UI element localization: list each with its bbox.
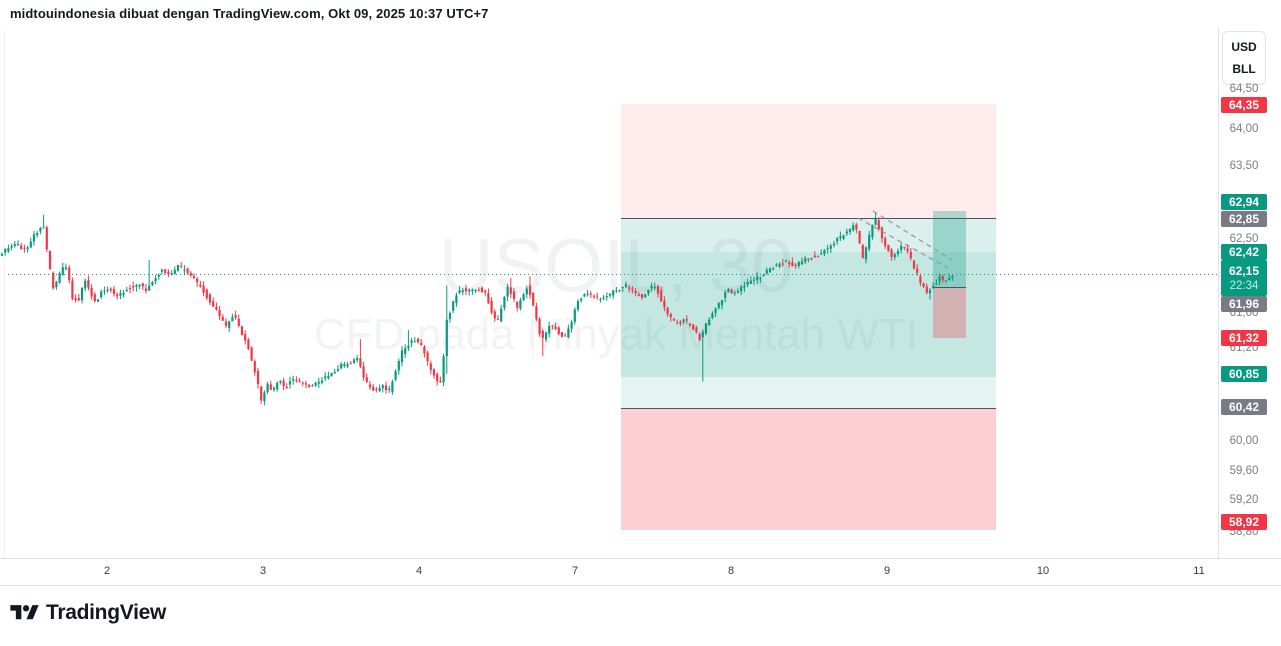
time-axis-label: 8	[727, 565, 735, 577]
time-axis-label: 9	[883, 565, 891, 577]
price-scale[interactable]: USD BLL 64,50 64,00 63,50 62,50 61,60 61,20 60…	[1218, 28, 1281, 584]
price-tick-label: 63,50	[1229, 160, 1259, 172]
price-tick-label: 64,00	[1229, 123, 1259, 135]
time-axis-label: 7	[571, 565, 579, 577]
price-badge: 62,85	[1221, 211, 1267, 227]
price-badge: 62,42	[1221, 244, 1267, 260]
time-axis-label: 3	[259, 565, 267, 577]
lower-stop-zone[interactable]	[621, 408, 996, 530]
price-badge: 61,32	[1221, 330, 1267, 346]
price-badge-value: 62,15	[1228, 263, 1260, 278]
currency-label: USD	[1231, 40, 1257, 54]
teal-zone-lower[interactable]	[621, 377, 996, 408]
chart-attribution-text: midtouindonesia dibuat dengan TradingVie…	[10, 6, 489, 21]
time-axis-label: 11	[1193, 565, 1205, 577]
time-axis-label: 10	[1036, 565, 1050, 577]
price-tick-label: 59,20	[1229, 494, 1259, 506]
dashed-trendline[interactable]	[872, 210, 953, 261]
teal-zone-upper[interactable]	[621, 218, 996, 252]
price-badge: 60,42	[1221, 399, 1267, 415]
tradingview-logo-link[interactable]: TradingView	[10, 601, 166, 625]
up-candles	[0, 213, 954, 406]
price-badge-value: 62,85	[1228, 212, 1260, 226]
price-badge-value: 60,42	[1228, 400, 1260, 414]
price-tick-label: 59,60	[1229, 465, 1259, 477]
price-badge-value: 62,94	[1228, 195, 1260, 209]
tradingview-logo-icon	[10, 605, 39, 620]
price-tick-label: 60,00	[1229, 435, 1259, 447]
time-axis-label: 4	[415, 565, 423, 577]
price-badge: 60,85	[1221, 366, 1267, 382]
price-tick-label: 62,50	[1229, 233, 1259, 245]
price-badge: 64,35	[1221, 97, 1267, 113]
teal-zone-inner[interactable]	[621, 252, 996, 377]
dashed-trendline[interactable]	[857, 217, 949, 269]
down-candles	[20, 217, 944, 404]
position-stop-box[interactable]	[933, 287, 966, 338]
unit-label: BLL	[1232, 62, 1256, 76]
price-tick-label: 64,50	[1229, 83, 1259, 95]
price-badge: 62,94	[1221, 194, 1267, 210]
time-axis-label: 2	[103, 565, 111, 577]
time-scale[interactable]: 2 3 4 7 8 9 10 11	[0, 558, 1281, 586]
price-badge-value: 58,92	[1228, 515, 1260, 529]
price-badge: 61,96	[1221, 296, 1267, 312]
bar-countdown: 22:34	[1229, 279, 1259, 292]
tradingview-brand-text: TradingView	[46, 601, 167, 624]
price-badge-value: 61,32	[1228, 331, 1260, 345]
price-badge-value: 60,85	[1228, 367, 1260, 381]
price-badge-value: 62,42	[1228, 245, 1260, 259]
price-badge: 58,92	[1221, 514, 1267, 530]
currency-unit-box: USD BLL	[1222, 31, 1266, 85]
price-badge: 62,15 22:34	[1221, 260, 1267, 296]
price-badge-value: 64,35	[1228, 98, 1260, 112]
upper-stop-zone[interactable]	[621, 104, 996, 218]
price-badge-value: 61,96	[1228, 297, 1260, 311]
